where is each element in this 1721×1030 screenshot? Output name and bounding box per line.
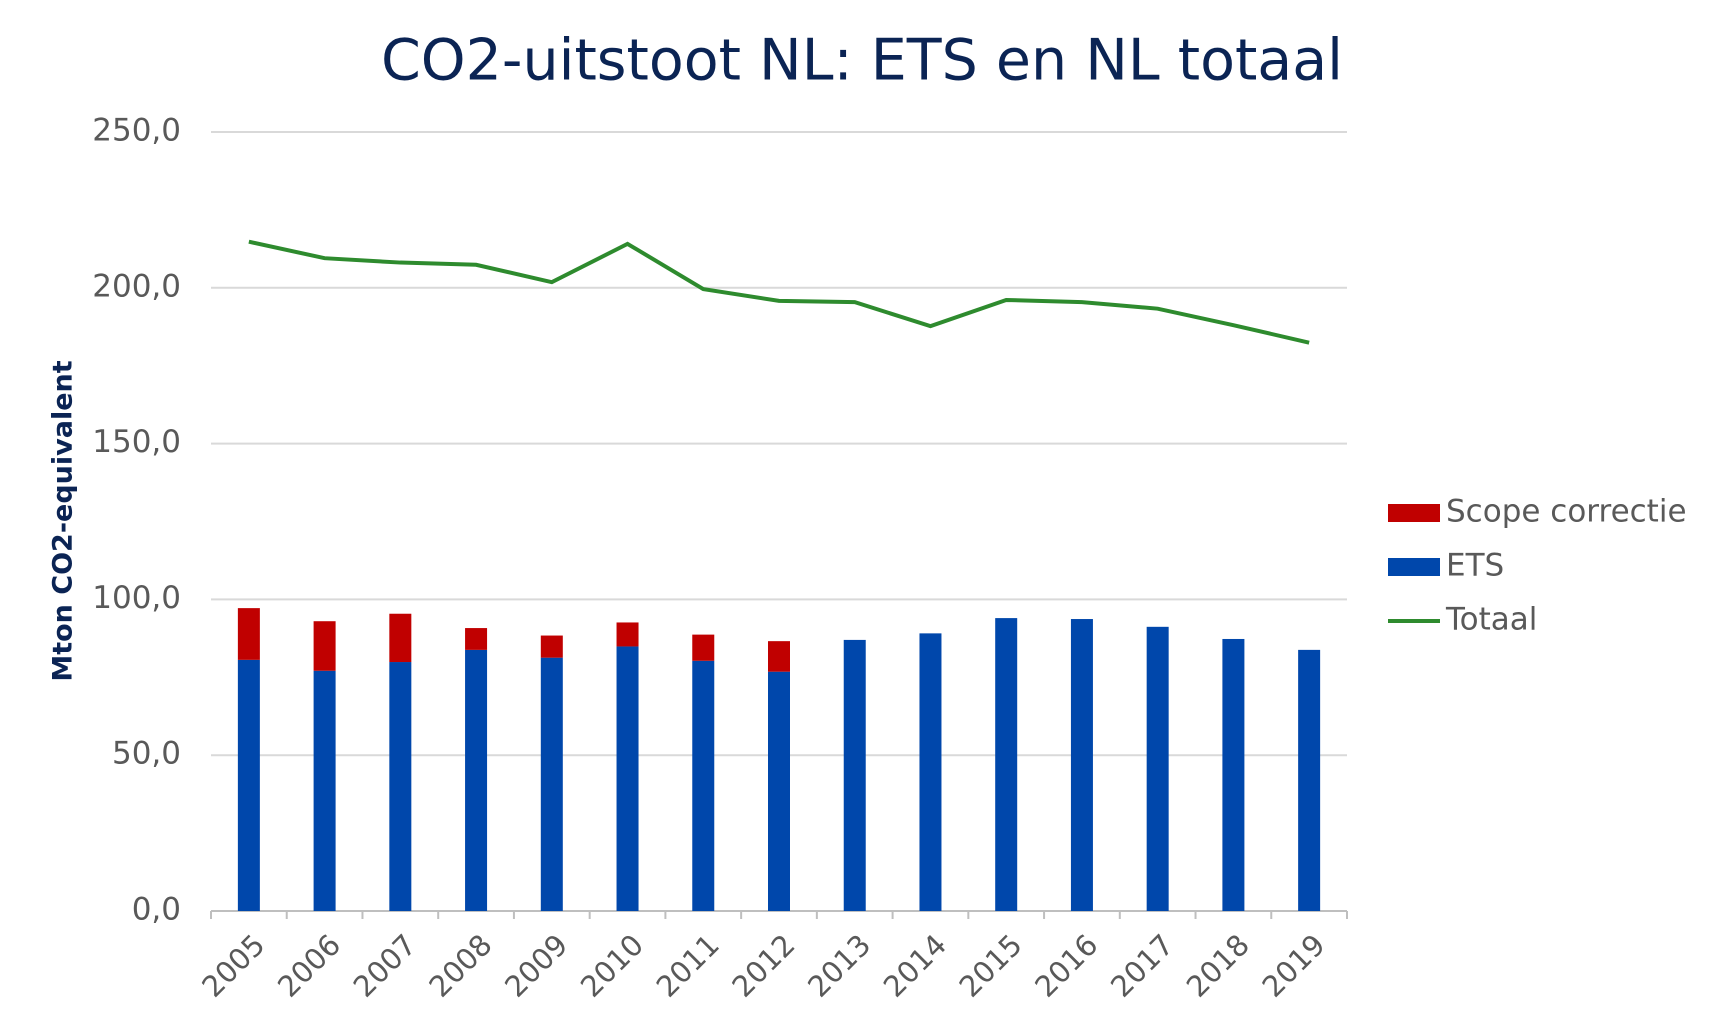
bar (1146, 626, 1169, 911)
y-tick-label: 0,0 (132, 892, 181, 928)
bar (843, 639, 866, 911)
bar (1222, 638, 1245, 911)
y-axis-title: Mton CO2-equivalent (48, 360, 79, 681)
y-tick-label: 100,0 (92, 580, 181, 616)
bar (768, 671, 790, 911)
bar (768, 641, 790, 672)
x-tick-label: 2010 (574, 928, 650, 1004)
legend-swatch (1388, 504, 1440, 522)
bar (237, 608, 260, 660)
bar (540, 657, 563, 911)
bar (465, 628, 488, 650)
bar (313, 621, 336, 671)
x-tick-label: 2006 (271, 928, 347, 1004)
bar (692, 660, 715, 911)
x-tick-label: 2019 (1256, 928, 1332, 1004)
bar (692, 634, 715, 661)
x-tick-label: 2012 (725, 928, 801, 1004)
bar (389, 613, 412, 663)
x-tick-label: 2017 (1104, 928, 1180, 1004)
bar (995, 618, 1018, 911)
legend-swatch (1388, 558, 1440, 576)
bar (1070, 619, 1093, 911)
legend-label: ETS (1446, 548, 1504, 584)
bar (1298, 649, 1321, 911)
x-tick-label: 2018 (1180, 928, 1256, 1004)
bar (237, 659, 260, 911)
x-tick-label: 2015 (953, 928, 1029, 1004)
legend-label: Scope correctie (1446, 494, 1687, 530)
x-tick-label: 2005 (195, 928, 271, 1004)
chart-title: CO2-uitstoot NL: ETS en NL totaal (381, 28, 1343, 94)
x-tick-label: 2013 (801, 928, 877, 1004)
legend-label: Totaal (1445, 602, 1537, 638)
bar (919, 633, 942, 911)
x-tick-label: 2007 (347, 928, 423, 1004)
bar (465, 649, 488, 911)
bar (389, 662, 412, 911)
y-tick-label: 50,0 (112, 736, 181, 772)
x-tick-label: 2008 (422, 928, 498, 1004)
x-tick-label: 2014 (877, 928, 953, 1004)
y-tick-label: 200,0 (92, 268, 181, 304)
bar (616, 622, 639, 647)
y-tick-label: 250,0 (92, 113, 181, 149)
x-tick-label: 2009 (498, 928, 574, 1004)
line (248, 239, 1310, 345)
bar (616, 646, 639, 911)
bar (540, 635, 563, 658)
x-tick-label: 2016 (1028, 928, 1104, 1004)
y-tick-label: 150,0 (92, 424, 181, 460)
bar (313, 670, 336, 911)
x-tick-label: 2011 (650, 928, 726, 1004)
